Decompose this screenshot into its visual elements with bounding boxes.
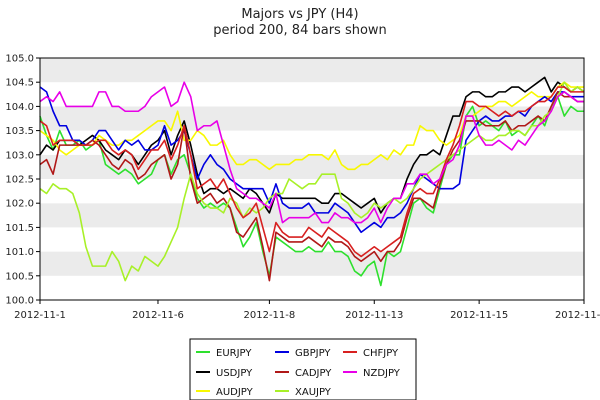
legend-label-nzdjpy: NZDJPY [363,368,401,379]
x-tick-label: 2012-11-13 [345,310,403,321]
x-tick-label: 2012-11-15 [450,310,508,321]
y-tick-label: 103.0 [5,150,34,161]
legend-box [189,338,417,400]
grid-band [40,58,584,83]
grid-band [40,130,584,155]
chart-title: Majors vs JPY (H4) [241,7,358,22]
legend-label-cadjpy: CADJPY [295,368,332,379]
series-line-chfjpy [39,86,584,258]
legend-label-chfjpy: CHFJPY [363,348,399,359]
series-line-xaujpy [39,81,585,282]
plot-frame [39,57,585,301]
grid-band [40,179,584,204]
series-line-cadjpy [39,91,584,282]
legend-label-xaujpy: XAUJPY [295,387,332,398]
y-axis-ticks: 100.0 100.5 101.0 101.5 102.0 102.5 103.0 103.5… [5,54,40,307]
x-tick-label: 2012-11-19 [555,310,600,321]
chart-subtitle: period 200, 84 bars shown [213,23,387,38]
grid-bands [40,58,584,300]
legend-label-audjpy: AUDJPY [216,387,254,398]
grid-band [40,251,584,276]
x-axis-ticks: 2012-11-1 2012-11-6 2012-11-8 2012-11-13 201… [14,300,600,321]
series-line-audjpy [39,81,584,171]
grid-band [40,154,584,179]
y-tick-label: 105.0 [5,54,34,65]
grid-band [40,82,584,107]
y-tick-label: 104.5 [5,78,34,89]
y-tick-label: 102.0 [5,199,34,210]
series-lines [39,76,585,287]
y-tick-label: 101.0 [5,247,34,258]
series-line-nzdjpy [39,81,584,224]
legend-label-eurjpy: EURJPY [216,348,252,359]
legend-label-gbpjpy: GBPJPY [295,348,331,359]
x-tick-label: 2012-11-8 [244,310,296,321]
series-line-gbpjpy [39,86,584,234]
y-tick-label: 103.5 [5,126,34,137]
y-tick-label: 102.5 [5,175,34,186]
x-tick-label: 2012-11-6 [132,310,184,321]
y-tick-label: 101.5 [5,223,34,234]
grid-band [40,275,584,300]
legend-label-usdjpy: USDJPY [216,368,253,379]
legend: EURJPY GBPJPY CHFJPY USDJPY CADJPY NZDJPY AUDJ… [189,338,417,400]
y-tick-label: 100.5 [5,271,34,282]
y-tick-label: 100.0 [5,296,34,307]
x-tick-label: 2012-11-1 [14,310,66,321]
series-line-eurjpy [39,95,584,287]
y-tick-label: 104.0 [5,102,34,113]
